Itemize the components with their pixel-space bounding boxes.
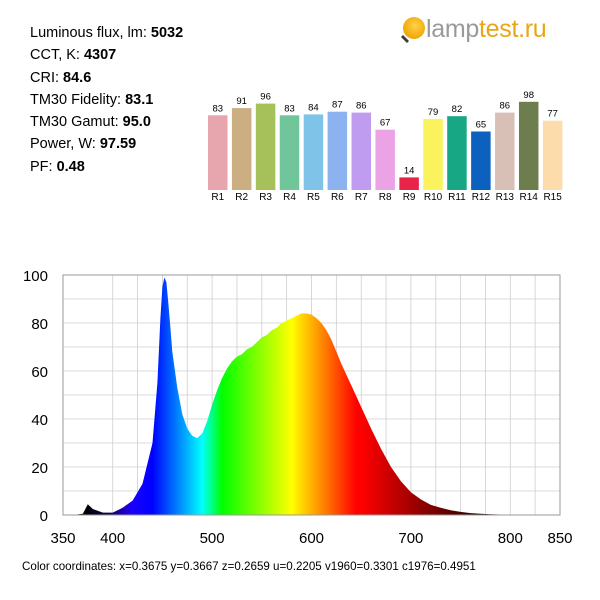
logo: lamptest.ru: [400, 14, 590, 50]
stat-value: 95.0: [122, 114, 151, 131]
stat-label: CRI:: [30, 69, 59, 86]
stat-label: TM30 Gamut:: [30, 114, 119, 131]
cri-bar: [231, 108, 252, 190]
cri-value-label: 82: [452, 104, 463, 115]
logo-text-part1: lamp: [426, 15, 479, 43]
y-tick-label: 100: [23, 268, 48, 285]
cri-category-label: R3: [259, 192, 272, 203]
x-tick-label: 700: [398, 530, 423, 547]
bulb-icon: [401, 17, 425, 43]
cri-category-label: R12: [472, 192, 491, 203]
stat-item: PF: 0.48: [30, 156, 183, 178]
y-tick-label: 60: [31, 364, 48, 381]
cri-category-label: R15: [543, 192, 562, 203]
cri-bar: [447, 116, 467, 190]
logo-text: lamptest.ru: [426, 15, 547, 44]
stat-value: 0.48: [56, 158, 85, 175]
cri-bar-chart: 83 R1 91 R2 96 R3 83 R4 84 R5 87 R6 86 R7 67 R8 14 R9 79 R1…: [208, 90, 563, 203]
cri-category-label: R14: [520, 192, 539, 203]
cri-value-label: 83: [212, 103, 223, 114]
stat-value: 5032: [150, 25, 184, 41]
stat-value: 84.6: [63, 69, 92, 86]
y-tick-label: 20: [31, 460, 48, 477]
cri-bar: [471, 131, 491, 190]
stat-item: Power, W: 97.59: [30, 133, 183, 155]
cri-value-label: 98: [523, 90, 534, 101]
cri-bar: [208, 115, 228, 190]
cri-category-label: R7: [355, 192, 368, 203]
cri-value-label: 79: [428, 107, 439, 118]
cri-value-label: 86: [500, 101, 511, 112]
x-tick-label: 500: [200, 530, 225, 547]
stat-label: TM30 Fidelity:: [30, 91, 122, 108]
x-tick-label: 600: [299, 530, 324, 547]
x-tick-label: 800: [498, 530, 523, 547]
cri-value-label: 83: [284, 103, 295, 114]
cri-bar: [399, 177, 419, 190]
stat-item: TM30 Gamut: 95.0: [30, 111, 183, 133]
cri-category-label: R1: [211, 192, 224, 203]
y-tick-label: 80: [31, 316, 48, 333]
cri-value-label: 84: [308, 102, 319, 113]
cri-category-label: R9: [403, 192, 416, 203]
cri-bar: [495, 112, 515, 190]
cri-bar: [327, 111, 348, 190]
stats-list: Luminous flux, lm: 5032 CCT, K: 4307 CRI: …: [30, 22, 183, 178]
y-tick-label: 40: [31, 412, 48, 429]
spectrum-area: [63, 277, 560, 515]
cri-category-label: R13: [496, 192, 515, 203]
cri-bar: [375, 129, 395, 190]
cri-value-label: 87: [332, 100, 343, 111]
cri-value-label: 67: [380, 118, 391, 129]
stat-value: 4307: [83, 47, 117, 64]
stat-value: 83.1: [125, 91, 154, 108]
cri-value-label: 96: [260, 92, 271, 103]
cri-bar: [542, 120, 563, 190]
cri-value-label: 91: [236, 96, 247, 107]
x-tick-label: 850: [547, 530, 572, 547]
cri-bar: [351, 112, 372, 190]
stat-label: CCT, K:: [30, 47, 80, 64]
stat-value: 97.59: [99, 136, 137, 153]
cri-value-label: 14: [404, 165, 415, 176]
cri-category-label: R4: [283, 192, 296, 203]
cri-category-label: R11: [448, 192, 466, 203]
y-tick-label: 0: [40, 508, 48, 525]
stat-label: PF:: [30, 158, 53, 175]
cri-category-label: R10: [424, 192, 443, 203]
cri-value-label: 86: [356, 101, 367, 112]
plot-frame: [62, 274, 561, 516]
stat-label: Luminous flux, lm:: [30, 25, 147, 41]
x-tick-label: 350: [50, 530, 75, 547]
cri-bar: [279, 115, 300, 190]
cri-bar: [255, 103, 276, 190]
stat-label: Power, W:: [30, 136, 96, 153]
color-coordinates: Color coordinates: x=0.3675 y=0.3667 z=0…: [22, 560, 476, 573]
cri-bar: [303, 114, 324, 190]
cri-value-label: 65: [476, 120, 487, 131]
logo-text-part2: test.ru: [479, 15, 547, 43]
stat-item: Luminous flux, lm: 5032: [30, 22, 183, 44]
cri-category-label: R6: [331, 192, 344, 203]
cri-bar: [423, 118, 443, 190]
x-tick-label: 400: [100, 530, 125, 547]
cri-value-label: 77: [547, 109, 558, 120]
stat-item: CRI: 84.6: [30, 67, 183, 89]
cri-bar: [518, 101, 539, 190]
stat-item: TM30 Fidelity: 83.1: [30, 89, 183, 111]
cri-category-label: R5: [307, 192, 320, 203]
cri-category-label: R2: [235, 192, 248, 203]
stat-item: CCT, K: 4307: [30, 44, 183, 66]
cri-category-label: R8: [379, 192, 392, 203]
spectrum-chart: 0 20 40 60 80 100 350 400 500 600 700 800 850: [23, 268, 573, 547]
